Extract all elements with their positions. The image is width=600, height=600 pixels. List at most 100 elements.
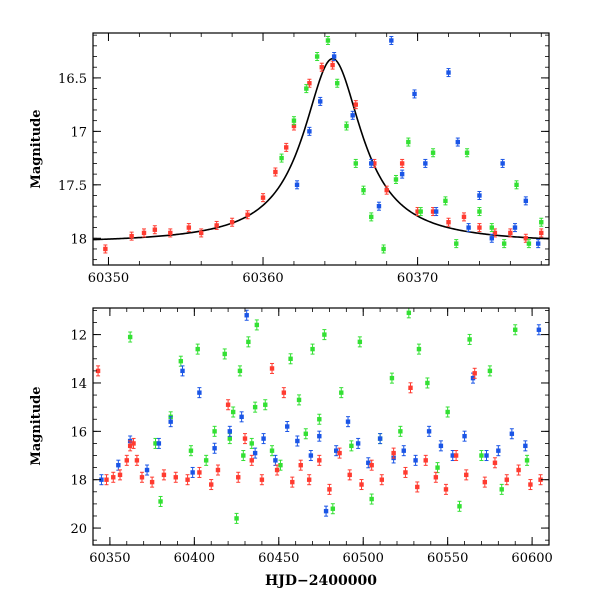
bottom-green-point: [479, 450, 484, 462]
top-blue-point: [350, 110, 355, 120]
bottom-blue-point: [366, 457, 371, 469]
top-blue-point: [369, 158, 374, 168]
bottom-x-tick-label: 60500: [343, 551, 384, 566]
bottom-red-point: [433, 471, 439, 483]
top-red-point: [508, 228, 513, 238]
top-model-curve: [93, 57, 549, 241]
bottom-blue-point: [462, 430, 467, 442]
top-red-point: [168, 228, 173, 238]
bottom-y-tick-label: 20: [70, 522, 87, 537]
top-red-point: [523, 233, 529, 243]
bottom-green-point: [339, 387, 344, 399]
bottom-blue-point: [334, 445, 339, 457]
bottom-green-point: [158, 495, 163, 507]
bottom-x-tick-label: 60400: [174, 551, 215, 566]
bottom-blue-point: [273, 454, 278, 466]
bottom-green-point: [195, 343, 200, 355]
top-blue-point: [433, 207, 439, 217]
bottom-green-point: [178, 355, 184, 367]
bottom-blue-point: [450, 450, 455, 462]
bottom-red-point: [516, 464, 521, 476]
bottom-red-point: [538, 474, 543, 486]
bottom-red-point: [306, 474, 312, 486]
bottom-red-point: [504, 474, 509, 486]
bottom-red-point: [403, 466, 408, 478]
top-red-point: [399, 158, 405, 168]
top-red-point: [384, 185, 389, 195]
top-plot-frame: [92, 32, 550, 266]
top-x-tick-label: 60360: [242, 271, 283, 286]
bottom-red-point: [317, 454, 322, 466]
bottom-green-point: [252, 401, 258, 413]
top-red-point: [330, 60, 335, 70]
bottom-green-point: [369, 493, 374, 505]
top-blue-point: [523, 196, 529, 206]
bottom-green-point: [330, 503, 336, 515]
top-green-point: [314, 52, 320, 62]
bottom-blue-point: [496, 445, 501, 457]
bottom-blue-point: [401, 445, 406, 457]
top-green-point: [443, 196, 448, 206]
bottom-red-point: [161, 469, 167, 481]
bottom-green-point: [457, 500, 462, 512]
bottom-red-point: [215, 464, 221, 476]
bottom-green-point: [269, 445, 275, 457]
bottom-red-point: [249, 454, 254, 466]
top-y-tick-label: 16.5: [58, 72, 87, 87]
top-blue-point: [512, 223, 518, 233]
bottom-blue-point: [484, 450, 489, 462]
bottom-red-point: [327, 483, 332, 495]
bottom-green-point: [513, 324, 518, 336]
bottom-red-point: [95, 365, 101, 377]
bottom-red-point: [369, 459, 374, 471]
top-blue-point: [412, 89, 417, 99]
top-green-point: [477, 207, 482, 217]
bottom-red-point: [408, 382, 413, 394]
bottom-green-point: [263, 399, 268, 411]
top-blue-point: [307, 126, 312, 136]
top-blue-point: [331, 52, 337, 62]
bottom-green-point: [425, 377, 430, 389]
bottom-red-point: [242, 433, 248, 445]
bottom-red-point: [197, 466, 202, 478]
top-green-point: [335, 78, 340, 88]
bottom-green-point: [467, 333, 472, 345]
bottom-green-point: [524, 454, 530, 466]
bottom-green-point: [349, 440, 354, 452]
bottom-blue-point: [116, 459, 121, 471]
bottom-green-point: [246, 336, 251, 348]
bottom-green-point: [389, 372, 395, 384]
top-blue-point: [376, 201, 382, 211]
bottom-blue-point: [377, 433, 383, 445]
bottom-blue-point: [295, 435, 300, 447]
bottom-red-point: [149, 476, 155, 488]
top-y-axis-label: Magnitude: [29, 109, 44, 188]
top-red-point: [461, 212, 467, 222]
top-green-point: [291, 116, 297, 126]
bottom-green-point: [310, 343, 315, 355]
bottom-green-point: [230, 406, 236, 418]
top-blue-point: [455, 137, 460, 147]
bottom-blue-point: [413, 454, 418, 466]
bottom-red-point: [464, 469, 469, 481]
bottom-green-point: [188, 445, 194, 457]
top-blue-point: [477, 191, 482, 201]
top-green-point: [279, 153, 284, 163]
bottom-green-point: [249, 437, 254, 449]
top-green-point: [325, 35, 331, 45]
top-x-tick-label: 60370: [397, 271, 438, 286]
top-green-point: [418, 207, 423, 217]
top-blue-point: [466, 223, 471, 233]
bottom-plot-frame: [92, 307, 550, 546]
bottom-green-point: [254, 319, 260, 331]
bottom-red-point: [209, 479, 214, 491]
bottom-red-point: [117, 469, 123, 481]
bottom-blue-point: [323, 505, 329, 517]
bottom-red-point: [281, 387, 287, 399]
top-red-point: [199, 228, 204, 238]
top-red-point: [273, 167, 278, 177]
bottom-blue-point: [285, 421, 290, 432]
top-green-point: [361, 185, 366, 195]
bottom-blue-point: [180, 365, 185, 377]
top-blue-point: [318, 96, 323, 106]
